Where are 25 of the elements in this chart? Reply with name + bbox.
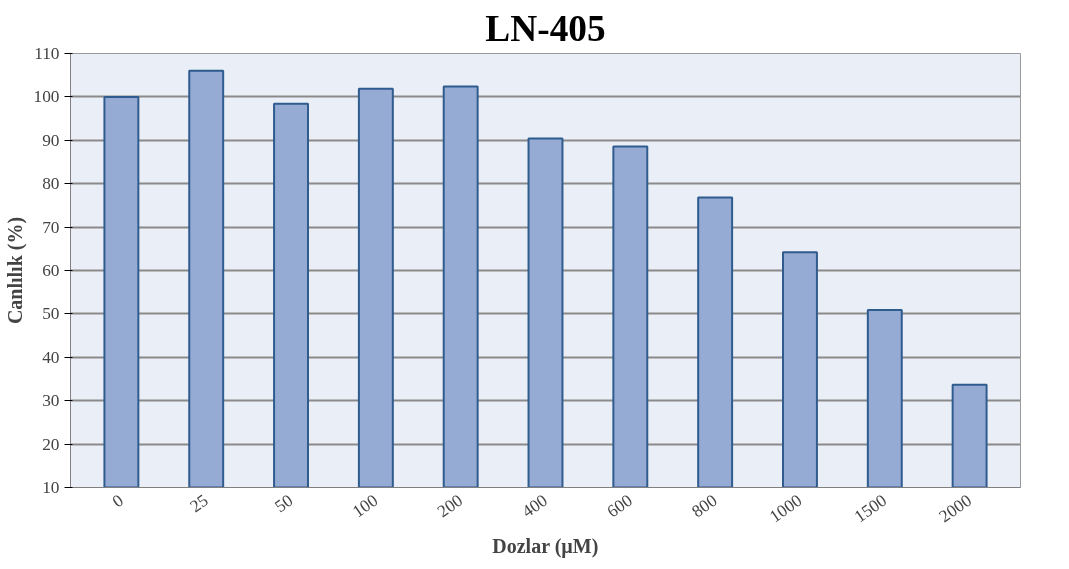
x-tick-label: 100 [349, 490, 382, 522]
x-tick-label: 1000 [766, 490, 806, 527]
y-axis-title: Canlılık (%) [3, 216, 27, 325]
x-tick-label: 200 [433, 490, 467, 522]
chart-title: LN-405 [485, 7, 606, 49]
y-tick-label: 10 [42, 478, 60, 497]
y-tick-label: 100 [33, 87, 60, 107]
y-tick-label: 90 [42, 130, 60, 150]
y-tick-label: 20 [42, 434, 60, 454]
x-tick-label: 1500 [850, 490, 891, 527]
x-tick-label: 0 [108, 490, 127, 512]
x-tick-label: 800 [688, 490, 721, 522]
y-tick-label: 70 [42, 217, 60, 237]
y-tick-label: 40 [42, 347, 60, 367]
x-tick-label: 600 [603, 490, 636, 522]
y-tick-label: 50 [42, 304, 60, 324]
y-tick-label: 110 [34, 44, 60, 63]
y-tick-label: 60 [42, 261, 60, 280]
x-tick-label: 400 [518, 490, 551, 522]
y-tick-label: 30 [42, 391, 60, 411]
x-tick-label: 25 [186, 490, 212, 517]
x-tick-label: 50 [271, 490, 297, 517]
x-tick-label: 2000 [935, 490, 976, 527]
y-tick-label: 80 [42, 174, 60, 194]
x-axis-title: Dozlar (µM) [492, 535, 599, 559]
